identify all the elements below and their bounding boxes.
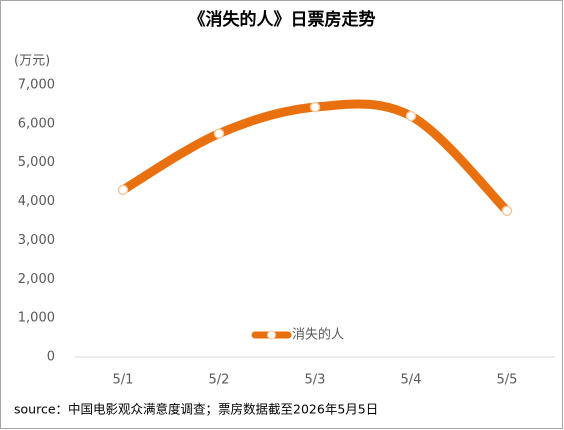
x-tick-label: 5/4 bbox=[401, 373, 422, 388]
y-tick-label: 5,000 bbox=[18, 155, 55, 170]
y-tick-label: 3,000 bbox=[18, 233, 55, 248]
y-tick-label: 2,000 bbox=[18, 272, 55, 287]
y-unit: (万元) bbox=[14, 54, 50, 69]
x-tick-label: 5/1 bbox=[113, 373, 134, 388]
y-tick-label: 4,000 bbox=[18, 194, 55, 209]
legend-marker bbox=[267, 330, 276, 340]
chart-title: 《消失的人》日票房走势 bbox=[189, 9, 376, 30]
y-tick-label: 6,000 bbox=[18, 116, 55, 131]
point-marker bbox=[405, 110, 417, 122]
legend-label: 消失的人 bbox=[292, 327, 344, 343]
source: source：中国电影观众满意度调查；票房数据截至2026年5月5日 bbox=[14, 402, 378, 417]
x-tick-label: 5/5 bbox=[497, 373, 518, 388]
point-marker bbox=[309, 101, 321, 113]
x-tick-label: 5/3 bbox=[305, 373, 326, 388]
x-tick-label: 5/2 bbox=[209, 373, 230, 388]
y-tick-label: 0 bbox=[47, 350, 55, 365]
point-marker bbox=[213, 128, 225, 139]
y-tick-label: 7,000 bbox=[18, 78, 55, 93]
y-tick-label: 1,000 bbox=[18, 311, 55, 326]
point-marker bbox=[501, 205, 513, 217]
point-marker bbox=[117, 184, 129, 196]
